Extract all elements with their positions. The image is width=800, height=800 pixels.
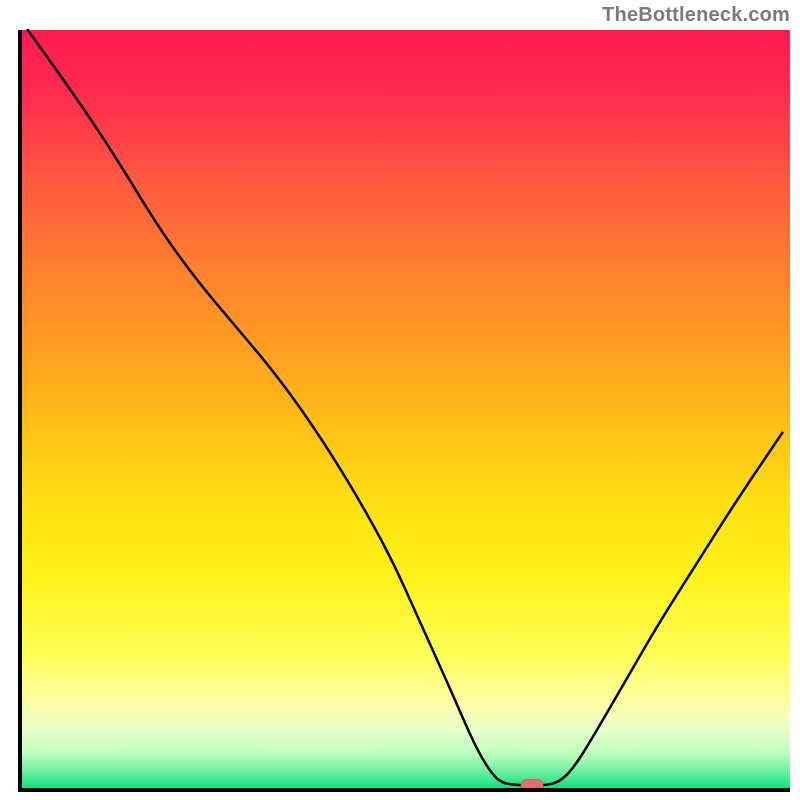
- chart-container: TheBottleneck.com: [0, 0, 800, 800]
- gradient-background: [20, 30, 790, 790]
- bottleneck-chart: [0, 0, 800, 800]
